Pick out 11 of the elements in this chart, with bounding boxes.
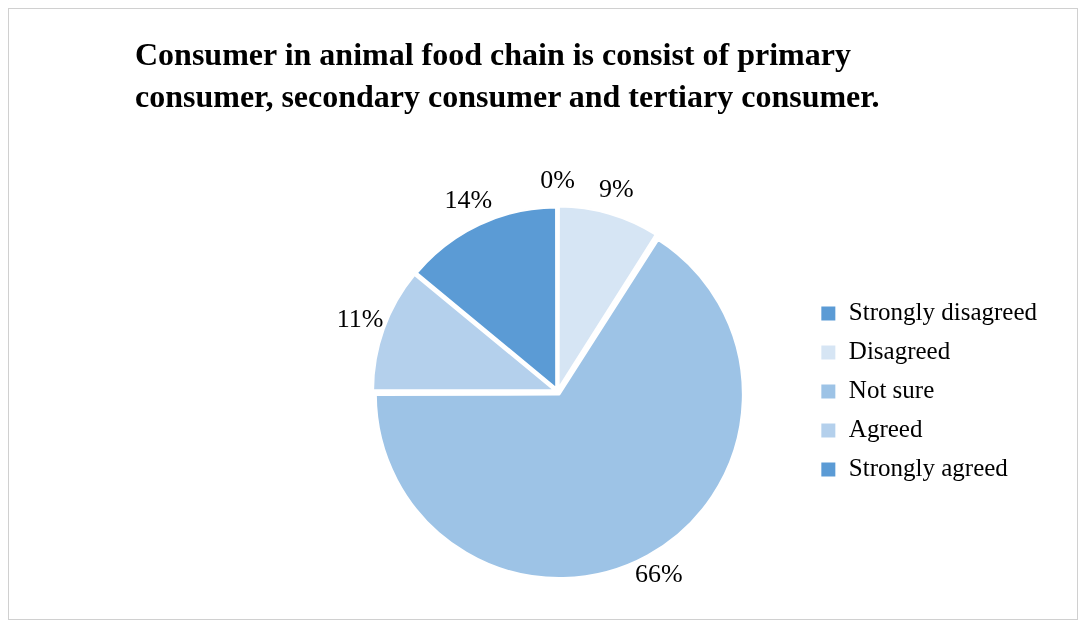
- legend-label: Not sure: [848, 376, 935, 404]
- chart-title: Consumer in animal food chain is consist of primary consumer, secondary consumer and tertiary consumer.: [135, 35, 881, 116]
- text: 0%: [540, 165, 576, 195]
- data-label: 14%: [444, 185, 493, 215]
- data-label: 9%: [598, 173, 634, 203]
- legend-label: Disagreed: [848, 337, 951, 365]
- legend-label: Agreed: [848, 415, 923, 443]
- data-label: 11%: [336, 304, 384, 334]
- data-label: 66%: [635, 559, 683, 589]
- legend-label: Strongly agreed: [848, 454, 1009, 482]
- legend-label: Strongly disagreed: [848, 298, 1038, 326]
